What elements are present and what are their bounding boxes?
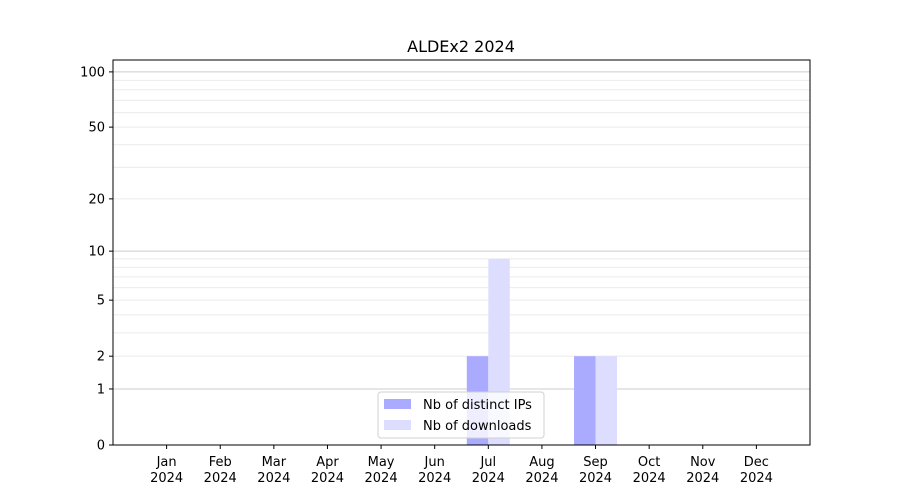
y-tick-label: 0 xyxy=(97,439,105,454)
legend-swatch xyxy=(384,399,411,409)
x-tick-label: Jan 2024 xyxy=(150,455,183,486)
x-tick-label: Sep 2024 xyxy=(579,455,612,486)
y-tick-label: 2 xyxy=(97,350,105,365)
legend-label: Nb of downloads xyxy=(423,419,532,434)
x-tick-label: Jun 2024 xyxy=(418,455,451,486)
x-tick-label: Feb 2024 xyxy=(204,455,237,486)
legend: Nb of distinct IPs Nb of downloads xyxy=(377,391,545,439)
x-tick-label: Nov 2024 xyxy=(686,455,719,486)
x-tick-label: May 2024 xyxy=(365,455,398,486)
y-tick-label: 1 xyxy=(97,382,105,397)
plot-frame xyxy=(112,59,811,446)
x-tick-label: Mar 2024 xyxy=(257,455,290,486)
x-tick-label: Dec 2024 xyxy=(740,455,773,486)
chart-title: ALDEx2 2024 xyxy=(407,37,515,56)
y-tick-label: 5 xyxy=(97,294,105,309)
bar-distinct-ips xyxy=(574,356,596,445)
legend-label: Nb of distinct IPs xyxy=(423,398,532,413)
y-tick-label: 10 xyxy=(88,245,105,260)
bar-downloads xyxy=(595,356,618,445)
x-tick-label: Aug 2024 xyxy=(525,455,558,486)
x-tick-label: Oct 2024 xyxy=(633,455,666,486)
x-tick-label: Apr 2024 xyxy=(311,455,344,486)
y-tick-label: 50 xyxy=(88,121,105,136)
x-tick-label: Jul 2024 xyxy=(472,455,505,486)
y-tick-label: 100 xyxy=(80,65,105,80)
legend-box xyxy=(377,391,545,439)
y-tick-label: 20 xyxy=(88,192,105,207)
legend-swatch xyxy=(384,420,411,430)
